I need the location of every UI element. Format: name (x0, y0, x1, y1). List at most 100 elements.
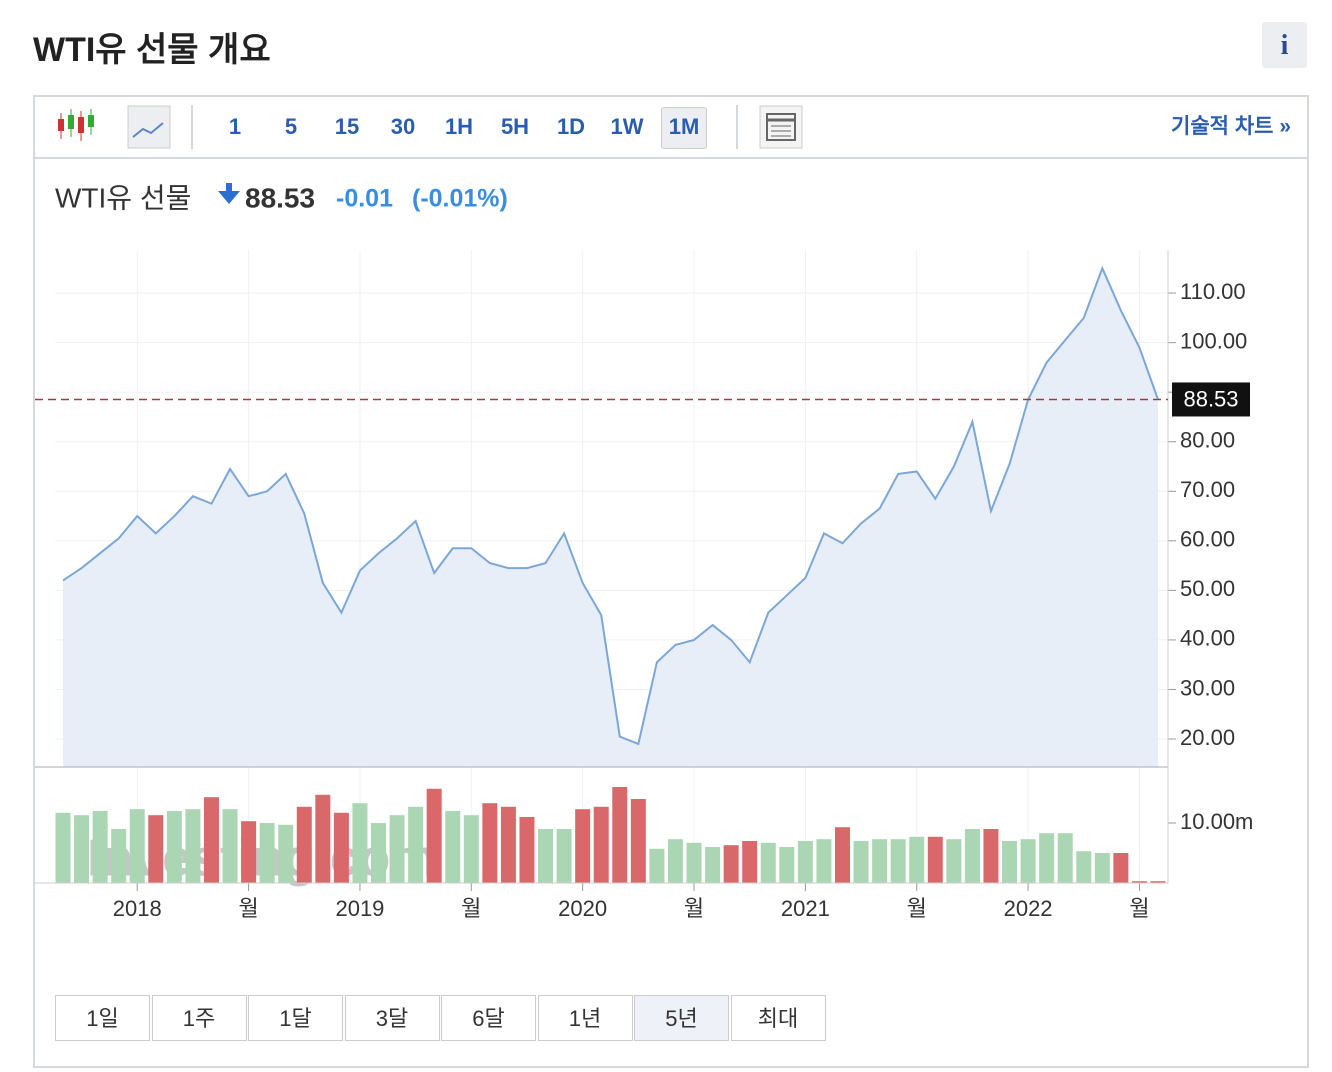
y-tick-label: 40.00 (1180, 626, 1235, 651)
volume-bar (946, 839, 962, 883)
volume-bar (55, 812, 71, 883)
volume-bar (1002, 840, 1018, 883)
x-tick-label: 월 (1129, 896, 1149, 921)
interval-button[interactable]: 30 (390, 114, 416, 139)
volume-bar (964, 828, 980, 883)
x-tick-label: 월 (461, 896, 481, 921)
volume-bar (1150, 881, 1166, 883)
volume-bar (166, 810, 182, 883)
volume-bar (333, 812, 349, 883)
range-button[interactable]: 3달 (344, 995, 440, 1041)
volume-bar (519, 816, 535, 883)
volume-bar (500, 806, 516, 883)
interval-button[interactable]: 1D (556, 114, 586, 139)
separator (191, 105, 193, 149)
x-tick-label: 2021 (781, 896, 830, 921)
x-tick-label: 2019 (335, 896, 384, 921)
info-button[interactable]: i (1262, 22, 1307, 68)
volume-bar (278, 824, 294, 883)
y-tick-label: 110.00 (1180, 279, 1246, 304)
y-tick-label: 60.00 (1180, 527, 1235, 552)
technical-chart-link[interactable]: 기술적 차트 » (1171, 115, 1291, 138)
price: 88.53 (245, 182, 315, 213)
interval-button[interactable]: 1 (228, 114, 242, 139)
volume-bar (1113, 852, 1129, 883)
interval-button[interactable]: 5 (284, 114, 298, 139)
interval-button[interactable]: 5H (500, 114, 530, 139)
interval-button[interactable]: 1W (610, 114, 644, 139)
volume-bar (575, 809, 591, 883)
y-tick-label: 80.00 (1180, 428, 1235, 453)
volume-bar (705, 846, 721, 883)
price-badge (1172, 382, 1250, 417)
price-area (63, 268, 1158, 767)
volume-bar (686, 842, 702, 883)
volume-bar (296, 806, 312, 883)
volume-bar (352, 803, 368, 883)
line-icon[interactable] (127, 105, 171, 149)
x-tick-label: 2022 (1004, 896, 1053, 921)
volume-bar (890, 839, 906, 883)
volume-bar (742, 840, 758, 883)
range-button[interactable]: 최대 (730, 995, 826, 1041)
table-icon[interactable] (759, 105, 803, 149)
volume-bar (111, 828, 127, 883)
volume-bar (760, 842, 776, 883)
volume-bar (556, 828, 572, 883)
x-tick-label: 월 (238, 896, 258, 921)
volume-bar (129, 809, 145, 883)
volume-bar (983, 828, 999, 883)
volume-bar (92, 810, 108, 883)
volume-bar (185, 809, 201, 883)
volume-bar (1094, 852, 1110, 883)
y-tick-label: 70.00 (1180, 477, 1235, 502)
volume-bar (1057, 833, 1073, 883)
volume-bar (1076, 851, 1092, 883)
y-tick-label: 50.00 (1180, 576, 1235, 601)
volume-tick-label: 10.00m (1180, 809, 1253, 834)
volume-bar (426, 788, 442, 883)
x-tick-label: 월 (684, 896, 704, 921)
volume-bar (1039, 833, 1055, 883)
separator (736, 105, 738, 149)
range-button[interactable]: 6달 (441, 995, 536, 1041)
candle-icon[interactable] (53, 97, 113, 157)
volume-bar (816, 839, 832, 883)
chart-frame: 기술적 차트 » 1 5 15 30 1H 5H 1D 1W 1M WTI유 선물 88.53 -0… (33, 95, 1309, 1068)
interval-button[interactable]: 1H (444, 114, 474, 139)
chart: WTI유 선물 88.53 -0.01 (-0.01%) 20.00 30.00 40.00… (35, 182, 1253, 921)
volume-bar (241, 821, 257, 883)
range-button[interactable]: 5년 (634, 995, 729, 1041)
volume-bar (259, 822, 275, 883)
volume-bar (482, 803, 498, 883)
change-percent: (-0.01%) (412, 185, 508, 213)
range-button[interactable]: 1일 (55, 995, 150, 1041)
x-tick-label: 2020 (558, 896, 607, 921)
volume-bar (389, 815, 405, 883)
volume-bar (909, 836, 925, 883)
volume-bar (797, 840, 813, 883)
y-tick-label: 20.00 (1180, 725, 1235, 750)
volume-bar (723, 845, 739, 883)
volume-bar (408, 806, 424, 883)
volume-bar (649, 848, 665, 883)
instrument-name: WTI유 선물 (55, 182, 191, 213)
toolbar: 기술적 차트 » 1 5 15 30 1H 5H 1D 1W 1M (35, 97, 1307, 159)
down-arrow (218, 183, 240, 204)
volume-bar (927, 836, 943, 883)
volume-bar (222, 809, 238, 883)
interval-button[interactable]: 1M (661, 107, 707, 149)
volume-bar (371, 822, 387, 883)
volume-bar (203, 797, 219, 883)
range-button[interactable]: 1주 (151, 995, 247, 1041)
volume-bar (872, 839, 888, 883)
range-button[interactable]: 1달 (248, 995, 343, 1041)
interval-button[interactable]: 15 (334, 114, 360, 139)
volume-bar (834, 827, 850, 883)
range-button[interactable]: 1년 (537, 995, 633, 1041)
page-title: WTI유 선물 개요 (33, 31, 271, 69)
volume-bar (148, 815, 164, 883)
volume-bar (779, 846, 795, 883)
volume-bar (1131, 881, 1147, 883)
volume-bar (612, 786, 628, 883)
